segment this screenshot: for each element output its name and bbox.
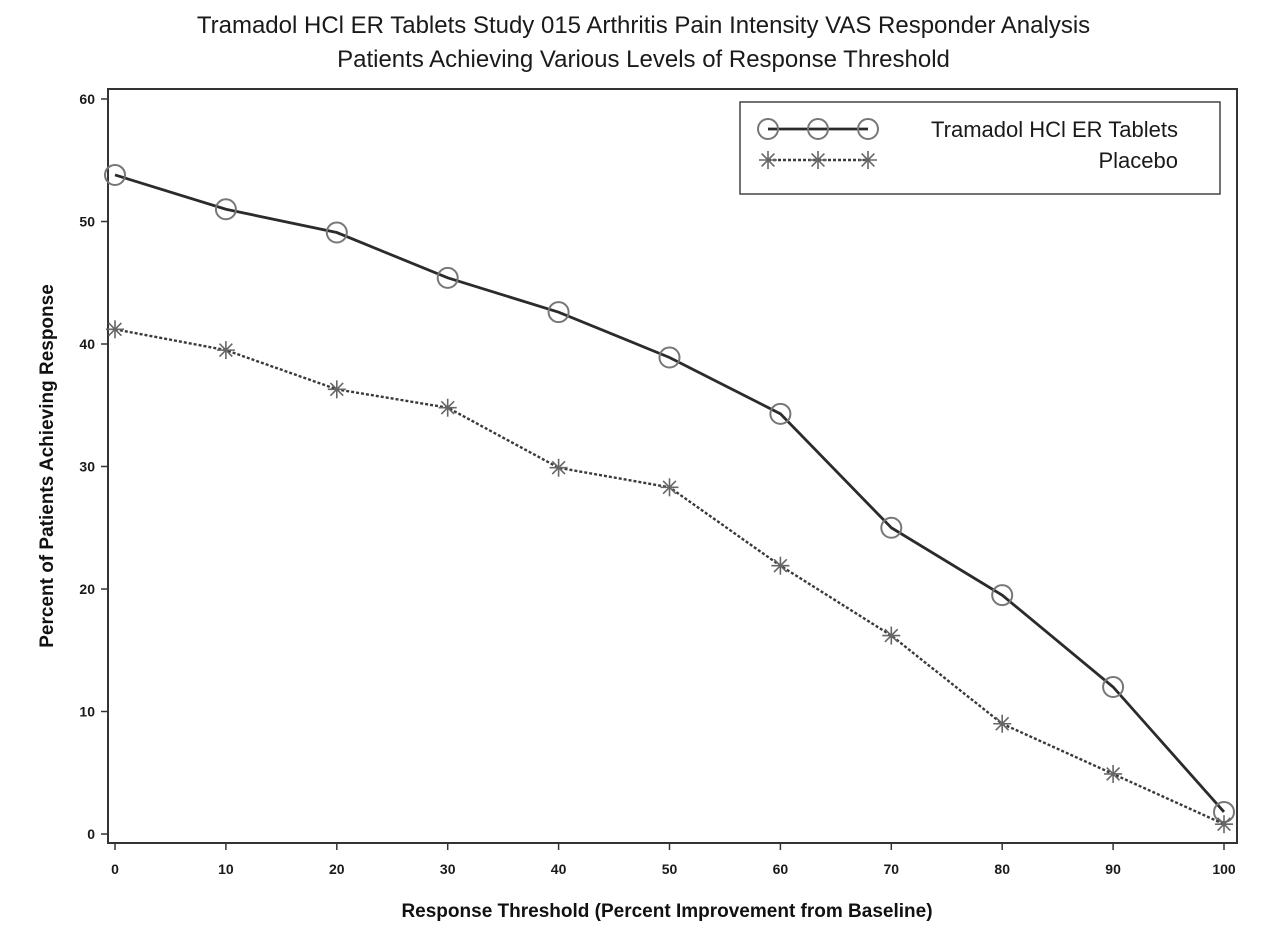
circle-marker — [991, 584, 1014, 607]
x-tick-label: 60 — [773, 861, 789, 877]
star-marker — [216, 341, 235, 360]
x-tick-label: 30 — [440, 861, 456, 877]
star-marker — [882, 626, 901, 645]
y-axis-ticks: 0 10 20 30 40 50 60 — [79, 91, 108, 842]
y-tick-label: 60 — [79, 91, 95, 107]
circle-marker — [104, 163, 126, 186]
star-marker — [1104, 764, 1123, 783]
y-tick-label: 0 — [87, 826, 95, 842]
star-marker — [660, 478, 679, 497]
star-marker — [106, 320, 124, 339]
x-tick-label: 20 — [329, 861, 345, 877]
legend-entry: Placebo — [759, 148, 1178, 173]
star-marker — [771, 556, 790, 575]
x-tick-label: 0 — [111, 861, 119, 877]
star-marker — [993, 714, 1012, 733]
legend-star-marker — [809, 151, 827, 169]
x-axis-label: Response Threshold (Percent Improvement … — [401, 901, 932, 922]
chart-subtitle: Patients Achieving Various Levels of Res… — [337, 46, 950, 73]
series-placebo — [106, 320, 1233, 834]
plot-frame — [107, 88, 1238, 844]
circle-marker — [325, 221, 348, 244]
y-tick-label: 50 — [79, 214, 95, 230]
legend: Tramadol HCl ER Tablets Placebo — [739, 101, 1221, 195]
circle-marker — [436, 266, 459, 289]
legend-star-marker — [859, 151, 877, 169]
y-tick-label: 30 — [79, 459, 95, 475]
y-tick-label: 10 — [79, 704, 95, 720]
x-tick-label: 40 — [551, 861, 567, 877]
legend-label: Placebo — [1098, 148, 1178, 173]
y-axis-label: Percent of Patients Achieving Response — [37, 284, 58, 648]
x-tick-label: 80 — [994, 861, 1010, 877]
legend-entry: Tramadol HCl ER Tablets — [757, 117, 1178, 142]
series-line — [114, 328, 1225, 826]
circle-marker — [880, 516, 903, 539]
legend-circle-marker — [807, 118, 829, 140]
y-tick-label: 20 — [79, 581, 95, 597]
legend-box — [739, 101, 1221, 195]
legend-label: Tramadol HCl ER Tablets — [931, 117, 1178, 142]
x-tick-label: 10 — [218, 861, 234, 877]
circle-marker — [1102, 676, 1125, 698]
series-line — [114, 173, 1226, 813]
star-marker — [1215, 815, 1233, 834]
circle-marker — [547, 301, 570, 324]
star-marker — [438, 398, 457, 417]
legend-circle-marker — [857, 118, 879, 140]
circle-marker — [658, 346, 681, 369]
legend-star-marker — [759, 151, 777, 169]
series-tramadol — [104, 163, 1235, 823]
star-marker — [549, 458, 568, 477]
star-marker — [327, 380, 346, 399]
x-tick-label: 100 — [1212, 861, 1236, 877]
legend-circle-marker — [757, 118, 779, 140]
circle-marker — [214, 198, 237, 221]
circle-marker — [769, 402, 792, 425]
y-tick-label: 40 — [79, 336, 95, 352]
x-tick-label: 50 — [662, 861, 678, 877]
series-layer — [104, 163, 1235, 834]
x-axis-ticks: 0 10 20 30 40 50 60 70 80 90 100 — [111, 843, 1236, 877]
chart-title: Tramadol HCl ER Tablets Study 015 Arthri… — [196, 12, 1091, 39]
x-tick-label: 90 — [1105, 861, 1121, 877]
x-tick-label: 70 — [884, 861, 900, 877]
